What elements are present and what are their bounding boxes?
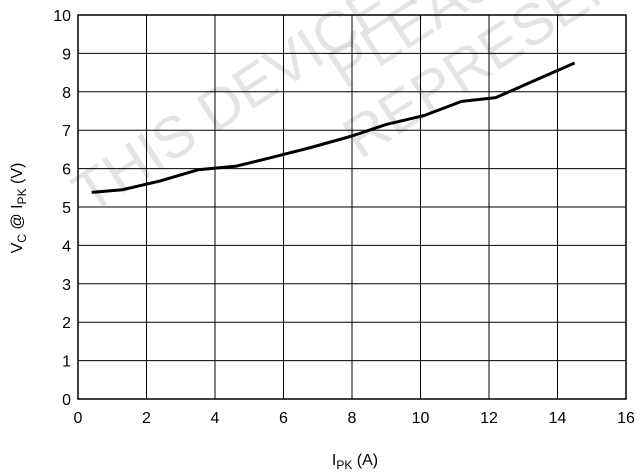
x-tick-label: 0 (74, 410, 83, 427)
x-tick-label: 12 (480, 410, 498, 427)
y-tick-label: 8 (62, 85, 71, 102)
grid (77, 14, 627, 400)
y-tick-label: 1 (62, 354, 71, 371)
series-line (91, 61, 576, 194)
x-tick-label: 16 (617, 410, 635, 427)
y-axis-title: VC @ IPK (V) (9, 163, 29, 254)
y-tick-label: 7 (62, 123, 71, 140)
x-axis-title: IPK (A) (332, 452, 378, 472)
x-tick-label: 4 (211, 410, 220, 427)
x-tick-label: 10 (412, 410, 430, 427)
y-tick-label: 9 (62, 46, 71, 63)
y-tick-label: 5 (62, 200, 71, 217)
x-tick-labels: 0 2 4 6 8 10 12 14 16 (74, 410, 635, 427)
y-tick-label: 4 (62, 238, 71, 255)
y-tick-labels: 0 1 2 3 4 5 6 7 8 9 10 (53, 8, 71, 409)
y-tick-label: 6 (62, 162, 71, 179)
plot-frame (77, 14, 627, 400)
y-tick-label: 3 (62, 277, 71, 294)
y-tick-label: 10 (53, 8, 71, 25)
x-tick-label: 6 (279, 410, 288, 427)
x-tick-label: 8 (348, 410, 357, 427)
y-tick-label: 0 (62, 392, 71, 409)
y-tick-label: 2 (62, 315, 71, 332)
x-tick-label: 14 (549, 410, 567, 427)
x-tick-label: 2 (142, 410, 151, 427)
